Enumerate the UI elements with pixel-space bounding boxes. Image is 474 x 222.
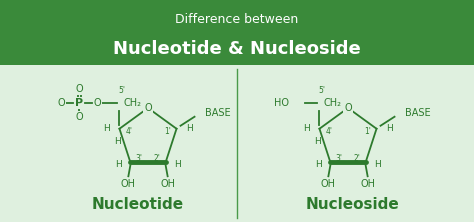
Text: 2': 2' — [154, 154, 161, 163]
Text: H: H — [303, 124, 310, 133]
Text: H: H — [315, 160, 322, 169]
Text: OH: OH — [360, 179, 375, 189]
Text: O: O — [344, 103, 352, 113]
Text: 2': 2' — [354, 154, 361, 163]
Text: H: H — [386, 124, 393, 133]
Text: 5': 5' — [118, 86, 125, 95]
Text: Nucleotide: Nucleotide — [92, 197, 184, 212]
Text: 1': 1' — [365, 127, 372, 136]
Text: 5': 5' — [318, 86, 325, 95]
Text: H: H — [174, 160, 181, 169]
Text: O: O — [144, 103, 152, 113]
Text: H: H — [374, 160, 381, 169]
Text: H: H — [114, 137, 121, 146]
Text: Difference between: Difference between — [175, 13, 299, 26]
Text: BASE: BASE — [205, 108, 230, 118]
Text: 3': 3' — [136, 154, 142, 163]
Bar — [0, 0, 474, 65]
Text: 1': 1' — [164, 127, 172, 136]
Text: O: O — [58, 98, 65, 108]
Text: 4': 4' — [126, 127, 132, 136]
Text: O: O — [94, 98, 101, 108]
Text: O: O — [76, 112, 83, 122]
Text: H: H — [186, 124, 193, 133]
Text: OH: OH — [321, 179, 336, 189]
Text: CH₂: CH₂ — [123, 98, 141, 108]
Text: CH₂: CH₂ — [323, 98, 341, 108]
Text: OH: OH — [160, 179, 175, 189]
Text: OH: OH — [121, 179, 136, 189]
Text: 3': 3' — [336, 154, 342, 163]
Text: 4': 4' — [326, 127, 332, 136]
Text: Nucleotide & Nucleoside: Nucleotide & Nucleoside — [113, 40, 361, 58]
Text: P: P — [75, 98, 83, 108]
Text: HO: HO — [274, 98, 290, 108]
Text: O: O — [76, 84, 83, 94]
Text: BASE: BASE — [404, 108, 430, 118]
Text: H: H — [103, 124, 110, 133]
Text: H: H — [115, 160, 122, 169]
Text: Nucleoside: Nucleoside — [306, 197, 400, 212]
Text: H: H — [314, 137, 321, 146]
